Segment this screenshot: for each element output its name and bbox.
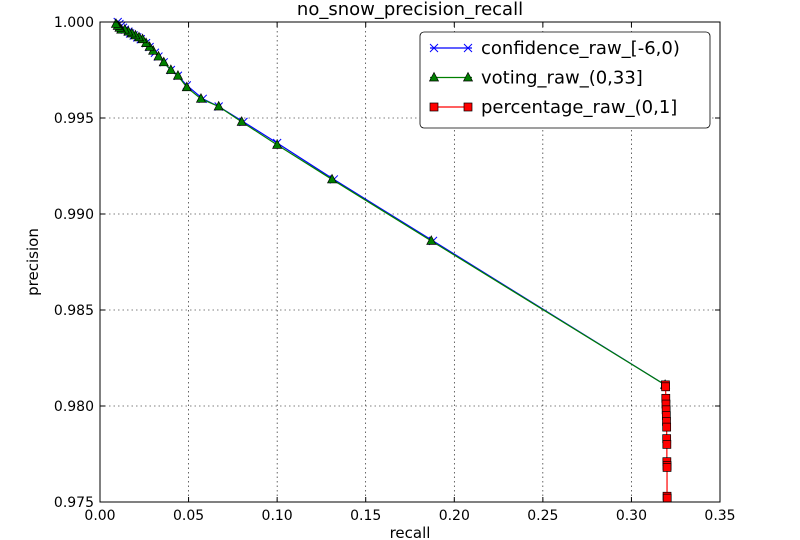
legend-marker xyxy=(429,102,439,112)
data-point xyxy=(153,50,164,61)
legend-box xyxy=(419,31,711,129)
x-tick-label: 0.00 xyxy=(84,508,115,524)
data-point xyxy=(326,173,338,184)
data-point xyxy=(172,70,184,80)
y-axis-label: precision xyxy=(24,228,42,296)
y-tick-label: 0.990 xyxy=(54,207,94,223)
y-tick-label: 0.995 xyxy=(54,111,94,127)
legend: confidence_raw_[-6,0) voting_raw_(0,33]pe… xyxy=(419,31,711,129)
chart-title: no_snow_precision_recall xyxy=(297,0,523,20)
data-point xyxy=(272,139,283,149)
data-point xyxy=(165,64,176,74)
x-tick-label: 0.20 xyxy=(439,508,470,524)
legend-label: confidence_raw_[-6,0) xyxy=(481,38,680,59)
data-point xyxy=(158,56,169,67)
data-point xyxy=(195,93,207,103)
legend-marker xyxy=(429,43,439,53)
series-2 xyxy=(661,380,672,503)
series-layer xyxy=(110,17,672,503)
legend-entry-1: voting_raw_(0,33] xyxy=(428,68,643,89)
legend-entry-0: confidence_raw_[-6,0) xyxy=(429,38,680,59)
legend-label: voting_raw_(0,33] xyxy=(481,68,643,89)
y-tick-label: 0.980 xyxy=(54,399,94,415)
x-tick-label: 0.05 xyxy=(173,508,204,524)
data-point xyxy=(662,440,672,449)
legend-marker xyxy=(463,43,473,53)
data-point xyxy=(426,235,437,245)
grid-layer xyxy=(100,22,720,502)
x-tick-label: 0.10 xyxy=(262,508,293,524)
x-tick-label: 0.30 xyxy=(616,508,647,524)
plot-frame xyxy=(99,21,721,503)
data-point xyxy=(662,422,672,432)
data-point xyxy=(661,382,670,392)
legend-marker xyxy=(462,71,474,82)
x-tick-label: 0.25 xyxy=(527,508,558,524)
y-tick-label: 1.000 xyxy=(54,15,94,31)
data-point xyxy=(213,100,224,111)
tick-layer: 0.00 0.05 0.10 0.15 0.20 0.25 0.30 0.35 0.975 0.9… xyxy=(54,15,736,524)
y-tick-label: 0.975 xyxy=(54,495,94,511)
y-tick-label: 0.985 xyxy=(54,303,94,319)
legend-marker xyxy=(428,71,440,82)
legend-entry-2: percentage_raw_(0,1] xyxy=(429,97,677,118)
legend-marker xyxy=(463,102,473,112)
data-point xyxy=(236,116,247,126)
data-point xyxy=(110,18,122,28)
x-tick-label: 0.35 xyxy=(704,508,735,524)
legend-label: percentage_raw_(0,1] xyxy=(481,97,677,118)
x-tick-label: 0.15 xyxy=(350,508,381,524)
data-point xyxy=(662,493,672,503)
series-1 xyxy=(110,18,671,389)
data-point xyxy=(181,81,192,92)
data-point xyxy=(662,463,672,472)
x-axis-label: recall xyxy=(390,524,431,540)
